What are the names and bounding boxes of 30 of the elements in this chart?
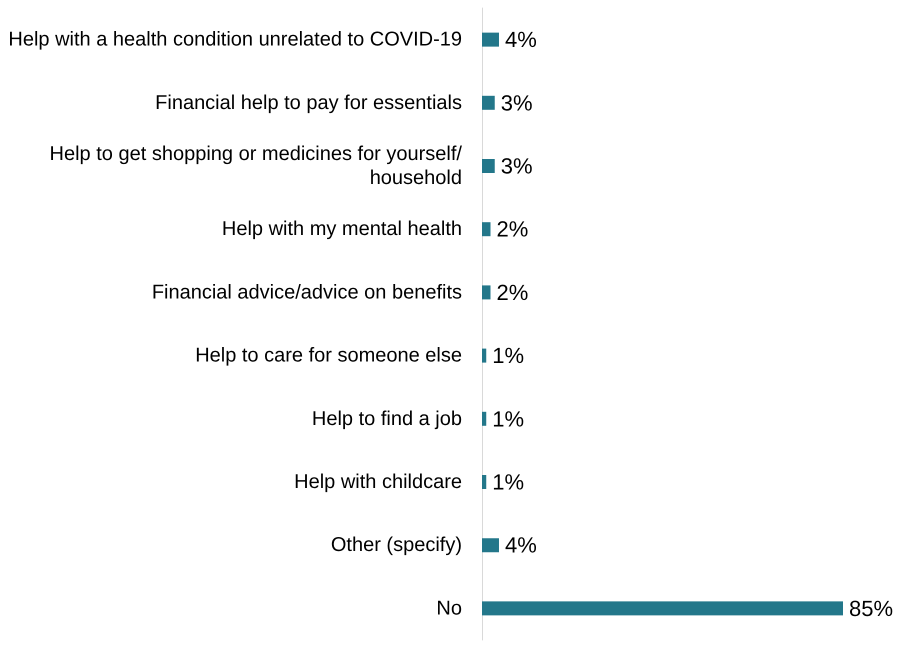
y-tick-label: Help to get shopping or medicines for yourself/household bbox=[50, 143, 462, 189]
data-label: 4% bbox=[504, 27, 537, 52]
data-label: 85% bbox=[849, 596, 894, 621]
y-tick-label: Help with a health condition unrelated to COVID-19 bbox=[8, 28, 462, 51]
data-label: 1% bbox=[492, 406, 524, 432]
bar bbox=[482, 348, 486, 363]
bar bbox=[482, 222, 490, 236]
bar bbox=[482, 96, 495, 110]
y-tick-label: Other (specify) bbox=[330, 534, 462, 556]
bar bbox=[482, 412, 486, 426]
bar bbox=[482, 601, 843, 616]
bar bbox=[482, 475, 486, 489]
data-label: 3% bbox=[500, 154, 533, 178]
bar bbox=[482, 32, 499, 47]
data-label: 3% bbox=[500, 90, 533, 116]
y-tick-label: Help to care for someone else bbox=[195, 344, 462, 367]
data-label: 1% bbox=[492, 343, 524, 368]
data-label: 2% bbox=[496, 280, 528, 305]
bar bbox=[482, 285, 490, 300]
y-tick-label: Help with my mental health bbox=[222, 218, 462, 240]
y-tick-label: Help to find a job bbox=[312, 408, 462, 430]
bar bbox=[482, 538, 499, 552]
y-tick-label: Help with childcare bbox=[294, 471, 462, 493]
data-label: 4% bbox=[504, 532, 537, 558]
bar bbox=[482, 159, 495, 173]
data-label: 2% bbox=[496, 216, 528, 242]
y-tick-label: Financial help to pay for essentials bbox=[155, 92, 462, 114]
y-tick-label: Financial advice/advice on benefits bbox=[152, 281, 462, 304]
y-tick-label: No bbox=[436, 597, 462, 620]
data-label: 1% bbox=[492, 470, 524, 494]
